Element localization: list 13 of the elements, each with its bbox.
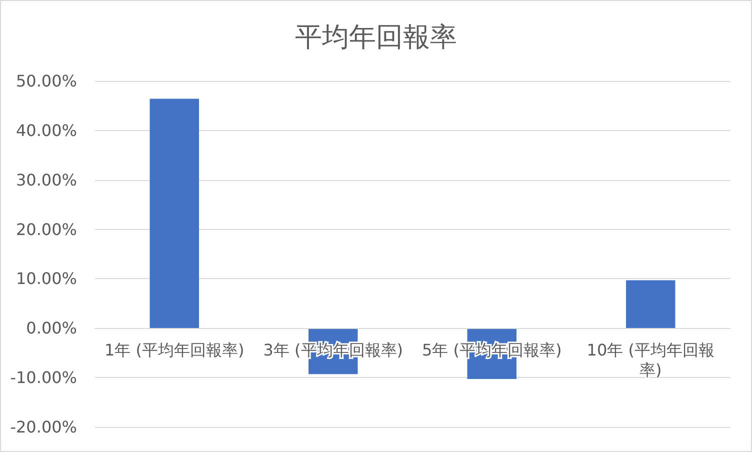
y-tick-label: 20.00% xyxy=(16,220,77,239)
y-tick-label: 10.00% xyxy=(16,269,77,288)
y-tick-label: -10.00% xyxy=(10,368,77,388)
y-tick-label: 40.00% xyxy=(16,120,77,140)
bar xyxy=(626,280,676,328)
y-tick-label: 50.00% xyxy=(16,72,77,90)
x-tick-label: 10年 (平均年回報率) xyxy=(586,340,714,380)
y-tick-label: -20.00% xyxy=(10,418,77,436)
bar xyxy=(150,98,199,328)
chart-title: 平均年回報率 xyxy=(295,22,457,53)
x-tick-label: 1年 (平均年回報率) xyxy=(104,340,244,360)
y-tick-label: 0.00% xyxy=(26,318,77,338)
y-tick-label: 30.00% xyxy=(16,170,77,190)
